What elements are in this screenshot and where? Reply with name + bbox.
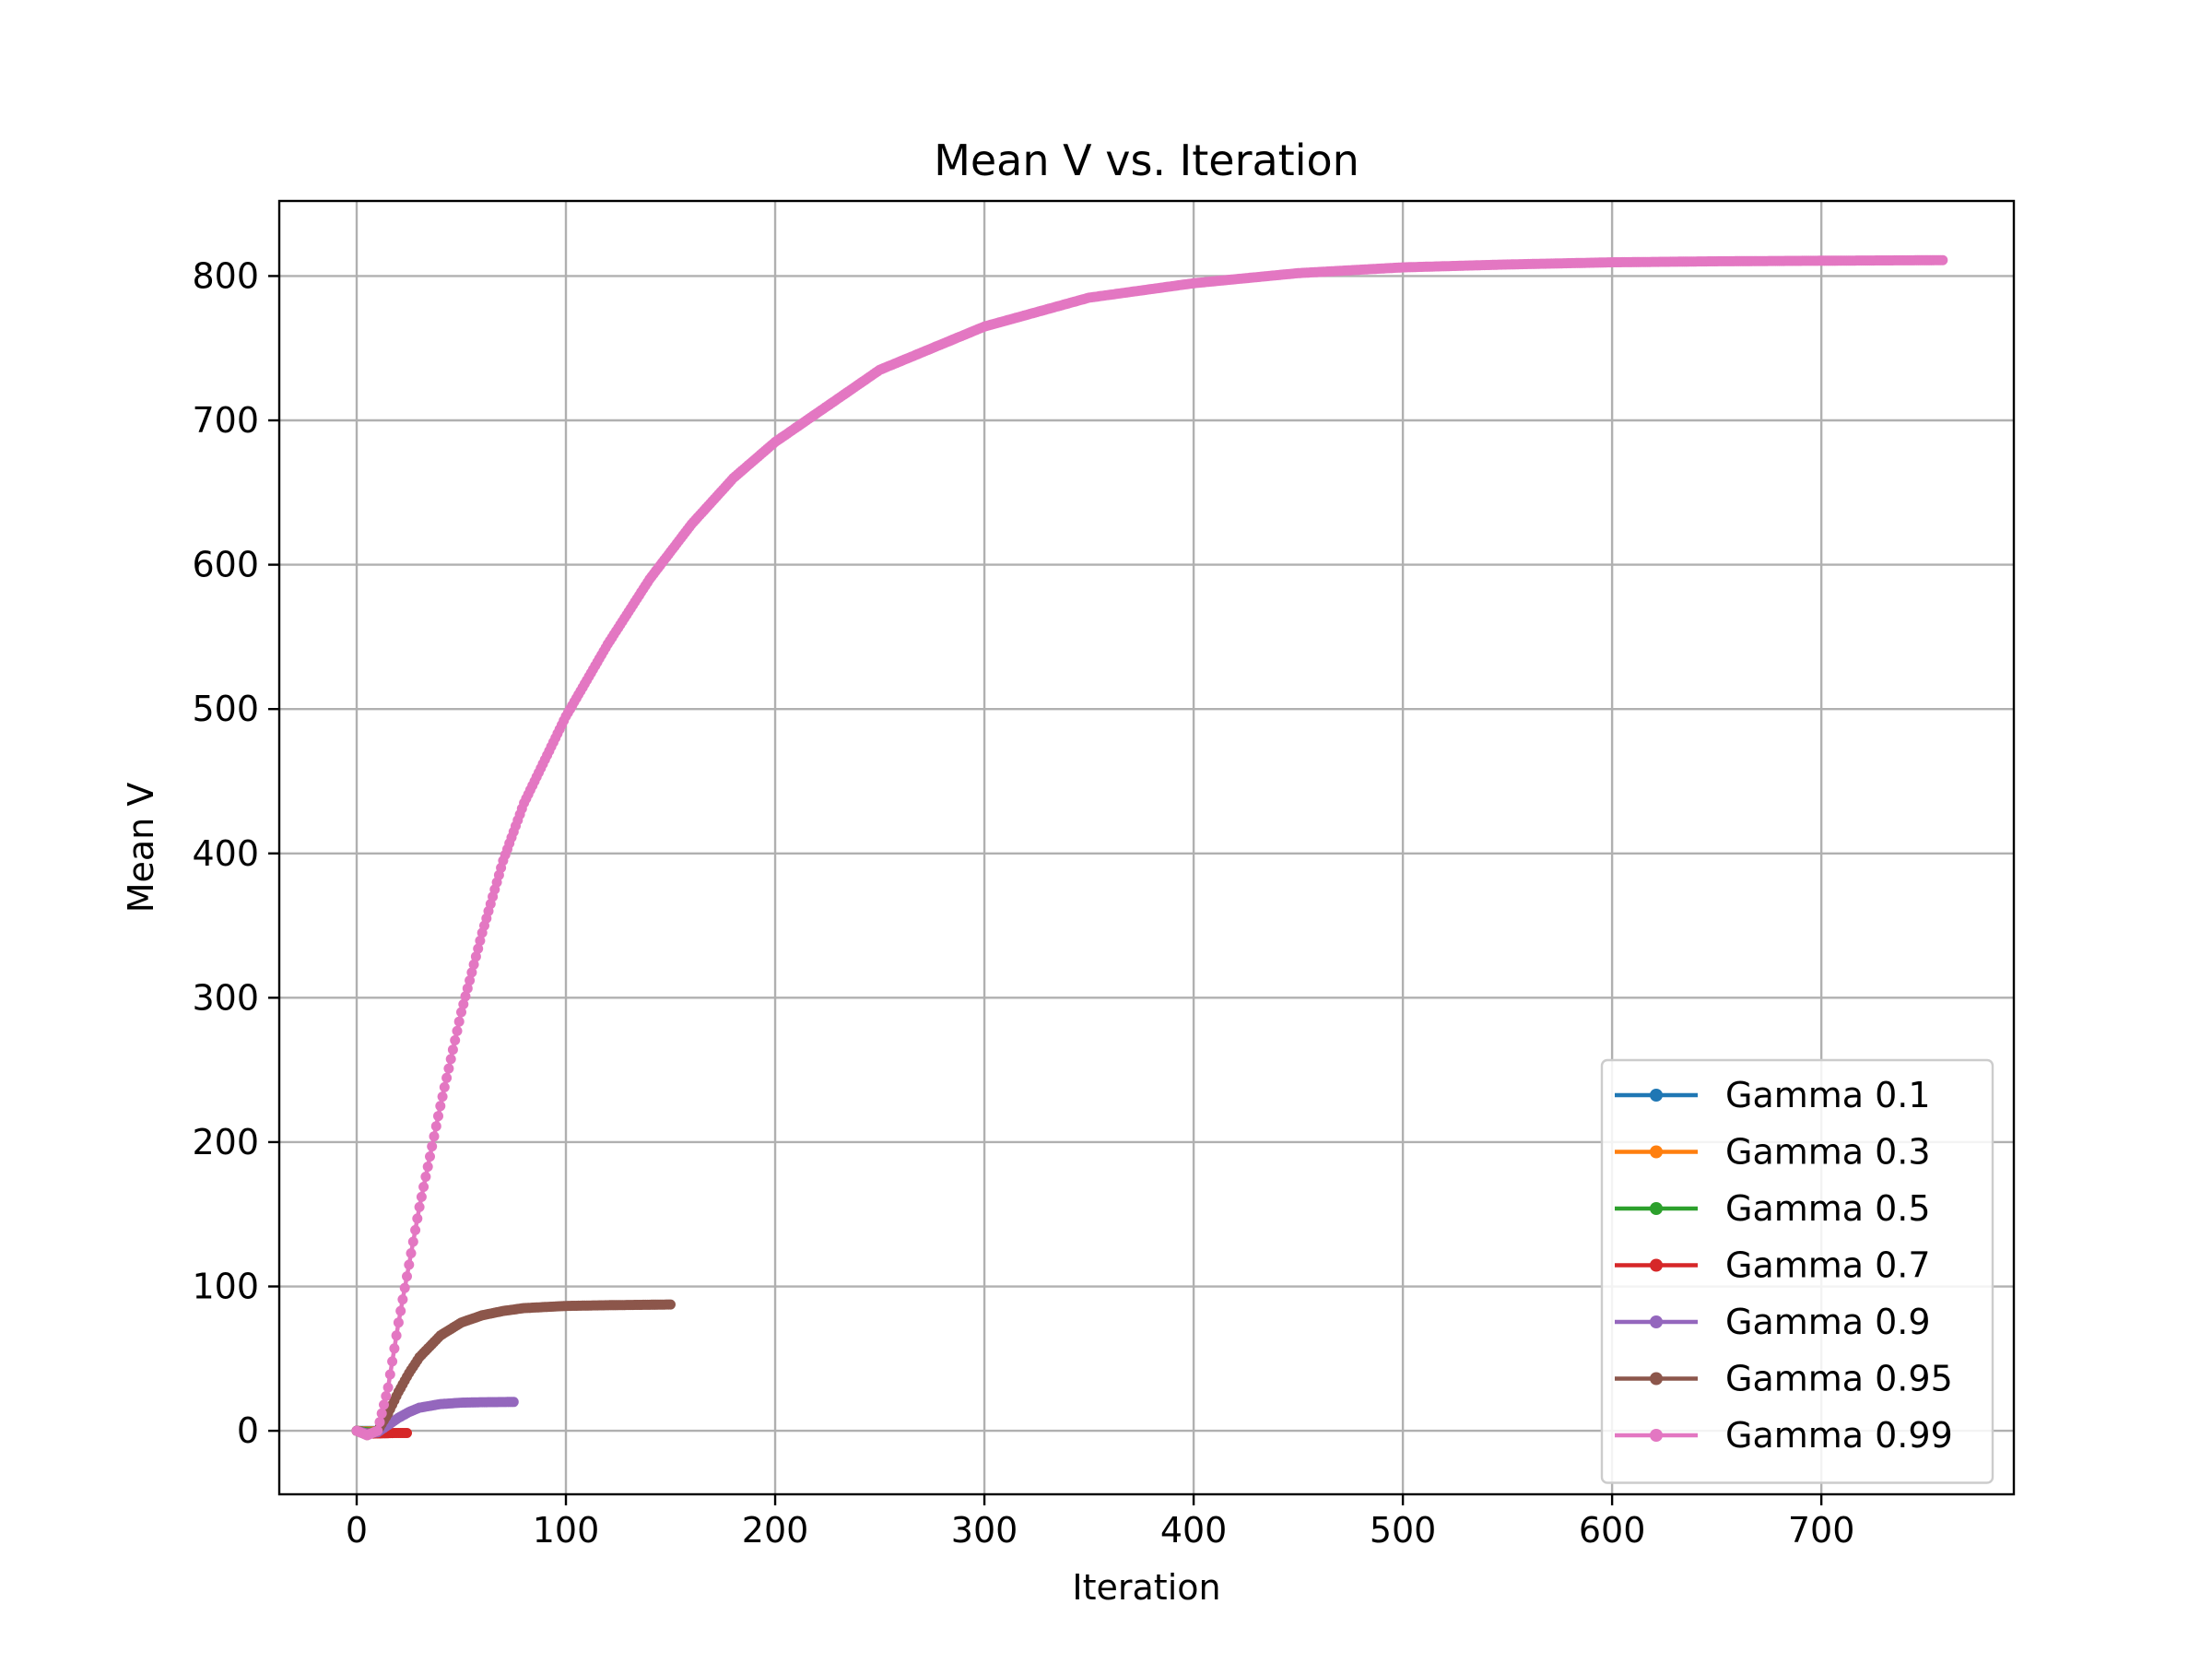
legend-swatch-marker <box>1650 1089 1663 1102</box>
data-point <box>395 1306 406 1316</box>
legend-swatch-marker <box>1650 1259 1663 1272</box>
y-tick-label: 300 <box>192 977 259 1018</box>
data-point <box>454 1017 465 1027</box>
y-tick-label: 0 <box>237 1410 259 1451</box>
data-point <box>392 1330 402 1340</box>
data-point <box>377 1409 387 1419</box>
data-point <box>415 1202 425 1212</box>
x-tick-label: 300 <box>951 1510 1018 1551</box>
data-point <box>429 1131 440 1141</box>
legend-swatch-marker <box>1650 1315 1663 1328</box>
y-tick-label: 500 <box>192 689 259 729</box>
data-point <box>400 1283 410 1293</box>
data-point <box>397 1294 407 1304</box>
legend-label: Gamma 0.99 <box>1725 1415 1953 1456</box>
y-tick-label: 800 <box>192 255 259 296</box>
data-point <box>420 1172 430 1182</box>
data-point <box>440 1082 450 1092</box>
x-tick-label: 600 <box>1579 1510 1646 1551</box>
data-point <box>443 1064 453 1074</box>
legend-label: Gamma 0.7 <box>1725 1245 1931 1286</box>
legend-label: Gamma 0.3 <box>1725 1132 1931 1173</box>
data-point <box>406 1248 417 1258</box>
legend-swatch-marker <box>1650 1429 1663 1442</box>
y-tick-label: 400 <box>192 833 259 874</box>
data-point <box>427 1141 437 1151</box>
data-point <box>438 1091 448 1102</box>
legend-swatch-marker <box>1650 1146 1663 1159</box>
legend-label: Gamma 0.5 <box>1725 1188 1931 1229</box>
legend-swatch-marker <box>1650 1373 1663 1386</box>
data-point <box>450 1035 460 1045</box>
data-point <box>433 1111 443 1121</box>
data-point <box>435 1101 445 1111</box>
data-point <box>372 1426 382 1436</box>
legend-label: Gamma 0.1 <box>1725 1075 1931 1115</box>
data-point <box>448 1044 458 1055</box>
data-point <box>408 1237 418 1247</box>
legend-label: Gamma 0.9 <box>1725 1302 1931 1342</box>
y-axis-label: Mean V <box>121 783 161 914</box>
data-point <box>375 1417 385 1427</box>
data-point <box>425 1151 435 1162</box>
data-point <box>383 1383 394 1393</box>
x-tick-label: 200 <box>742 1510 809 1551</box>
x-tick-label: 100 <box>533 1510 600 1551</box>
x-tick-label: 400 <box>1160 1510 1228 1551</box>
x-tick-label: 700 <box>1788 1510 1855 1551</box>
data-point <box>402 1428 412 1438</box>
data-point <box>453 1026 463 1036</box>
data-point <box>412 1213 422 1223</box>
data-point <box>665 1300 676 1310</box>
data-point <box>441 1073 452 1083</box>
data-point <box>423 1162 433 1172</box>
data-point <box>381 1391 391 1401</box>
data-point <box>446 1054 456 1064</box>
y-tick-label: 600 <box>192 545 259 585</box>
data-point <box>394 1317 404 1327</box>
data-point <box>418 1182 429 1192</box>
data-point <box>410 1225 420 1235</box>
data-point <box>385 1370 395 1380</box>
legend: Gamma 0.1 Gamma 0.3 Gamma 0.5 Gamma 0.7 Gamm… <box>1602 1060 1993 1483</box>
legend-label: Gamma 0.95 <box>1725 1359 1953 1399</box>
y-tick-label: 700 <box>192 400 259 441</box>
data-point <box>387 1356 397 1366</box>
data-point <box>402 1271 412 1281</box>
x-tick-label: 500 <box>1370 1510 1437 1551</box>
chart-title: Mean V vs. Iteration <box>934 136 1359 185</box>
y-tick-label: 100 <box>192 1267 259 1307</box>
data-point <box>431 1121 441 1131</box>
x-axis-label: Iteration <box>1072 1567 1220 1608</box>
y-tick-label: 200 <box>192 1122 259 1162</box>
data-point <box>509 1397 519 1407</box>
data-point <box>389 1343 399 1353</box>
data-point <box>1937 255 1947 265</box>
data-point <box>404 1260 414 1270</box>
data-point <box>379 1399 389 1409</box>
legend-swatch-marker <box>1650 1202 1663 1215</box>
x-tick-label: 0 <box>346 1510 368 1551</box>
data-point <box>417 1192 427 1202</box>
